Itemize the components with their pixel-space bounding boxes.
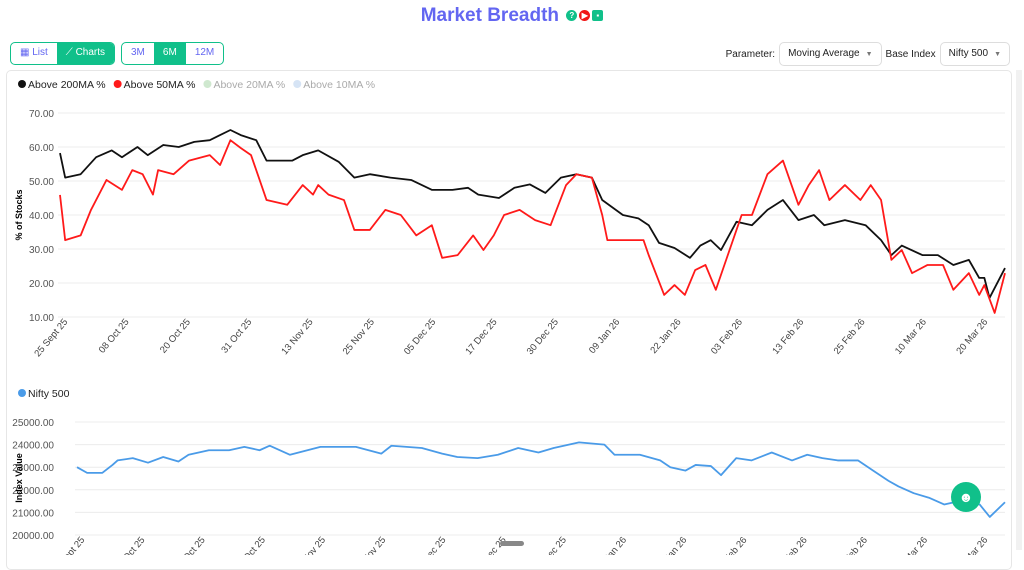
x-tick-label: 09 Jan 26: [587, 317, 622, 356]
base-index-select[interactable]: Nifty 500 ▼: [939, 42, 1010, 66]
x-tick-label: 20 Mar 26: [954, 317, 990, 357]
y-tick-label: 40.00: [29, 211, 54, 222]
charts-view-button[interactable]: ⟋ Charts: [56, 43, 115, 64]
resize-handle[interactable]: [500, 541, 524, 546]
legend-item[interactable]: Above 200MA %: [28, 79, 106, 91]
x-tick-label: 25 Nov 25: [352, 535, 388, 555]
range-3m-button[interactable]: 3M: [131, 47, 145, 58]
y-axis-label: % of Stocks: [14, 189, 24, 240]
y-tick-label: 20000.00: [12, 531, 54, 542]
base-index-label: Base Index: [885, 48, 936, 60]
parameter-value: Moving Average: [788, 48, 860, 59]
title-text: Market Breadth: [420, 5, 560, 26]
parameter-select[interactable]: Moving Average ▼: [779, 42, 882, 66]
y-tick-label: 70.00: [29, 109, 54, 120]
x-tick-label: 22 Jan 26: [654, 535, 689, 555]
parameter-label: Parameter:: [725, 48, 776, 60]
scrollbar[interactable]: [1016, 70, 1022, 550]
y-tick-label: 60.00: [29, 143, 54, 154]
legend-marker: [293, 80, 302, 88]
breadth-chart: 10.00 20.00 30.00 40.00 50.00 60.00 70.00 % of …: [12, 79, 1006, 555]
x-tick-label: 13 Nov 25: [292, 535, 328, 555]
page-title: Market Breadth ? ▶ ▪: [0, 5, 1024, 27]
y-tick-label: 22000.00: [12, 486, 54, 497]
range-6m-button[interactable]: 6M: [153, 43, 186, 64]
view-toggle: ▦ List ⟋ Charts: [10, 42, 116, 65]
x-tick-label: 13 Feb 26: [770, 317, 806, 357]
x-tick-label: 08 Oct 25: [113, 535, 148, 555]
legend-marker: [113, 80, 122, 88]
y-tick-label: 30.00: [29, 245, 54, 256]
legend-marker: [18, 80, 26, 88]
base-index-value: Nifty 500: [948, 48, 989, 59]
series-line-above-50ma-: [59, 139, 1006, 314]
x-tick-label: 30 Dec 25: [525, 317, 561, 357]
y-tick-label: 24000.00: [12, 441, 54, 452]
x-tick-label: 20 Oct 25: [158, 317, 193, 356]
y-tick-label: 25000.00: [12, 418, 54, 429]
x-tick-label: 10 Mar 26: [893, 317, 929, 357]
chart-line-icon: ⟋: [65, 47, 76, 58]
x-tick-label: 25 Sept 25: [49, 535, 87, 555]
x-tick-label: 13 Nov 25: [279, 317, 315, 357]
x-tick-label: 09 Jan 26: [594, 535, 629, 555]
x-tick-label: 20 Mar 26: [954, 535, 990, 555]
legend-item[interactable]: Nifty 500: [28, 388, 70, 400]
x-tick-label: 31 Oct 25: [233, 535, 268, 555]
y-tick-label: 23000.00: [12, 463, 54, 474]
x-tick-label: 03 Feb 26: [709, 317, 745, 357]
x-tick-label: 03 Feb 26: [714, 535, 750, 555]
chatbot-button[interactable]: ☻: [951, 482, 981, 512]
x-tick-label: 25 Nov 25: [341, 317, 377, 357]
x-tick-label: 08 Oct 25: [97, 317, 132, 356]
y-tick-label: 10.00: [29, 313, 54, 324]
y-tick-label: 50.00: [29, 177, 54, 188]
x-tick-label: 20 Oct 25: [173, 535, 208, 555]
x-tick-label: 17 Dec 25: [463, 317, 499, 357]
series-line-nifty-500: [76, 441, 1006, 518]
charts-label: Charts: [75, 47, 106, 58]
legend-item[interactable]: Above 10MA %: [303, 79, 375, 91]
youtube-icon[interactable]: ▶: [579, 10, 591, 22]
chevron-down-icon: ▼: [865, 51, 873, 58]
legend-item[interactable]: Above 50MA %: [124, 79, 196, 91]
x-tick-label: 22 Jan 26: [648, 317, 683, 356]
x-tick-label: 05 Dec 25: [412, 535, 448, 555]
x-tick-label: 13 Feb 26: [774, 535, 810, 555]
chat-icon[interactable]: ▪: [592, 10, 604, 22]
range-toggle: 3M 6M 12M: [121, 42, 225, 65]
help-icon[interactable]: ?: [566, 10, 578, 22]
list-label: List: [32, 47, 48, 58]
x-tick-label: 25 Feb 26: [834, 535, 870, 555]
legend-item[interactable]: Above 20MA %: [213, 79, 285, 91]
x-tick-label: 05 Dec 25: [402, 317, 438, 357]
y-tick-label: 20.00: [29, 279, 54, 290]
x-tick-label: 10 Mar 26: [894, 535, 930, 555]
legend-marker: [203, 80, 212, 88]
range-12m-button[interactable]: 12M: [194, 47, 215, 58]
y-tick-label: 21000.00: [12, 508, 54, 519]
legend-marker: [18, 389, 26, 397]
robot-icon: ☻: [958, 489, 974, 505]
x-tick-label: 25 Feb 26: [832, 317, 868, 357]
list-view-button[interactable]: ▦ List: [11, 43, 57, 64]
table-icon: ▦: [20, 47, 33, 58]
y-axis-label: Index Value: [14, 453, 24, 503]
chart-controls: Parameter: Moving Average ▼ Base Index Ni…: [726, 42, 1010, 66]
chevron-down-icon: ▼: [994, 51, 1001, 58]
series-line-above-200ma-: [59, 129, 1006, 299]
x-tick-label: 30 Dec 25: [533, 535, 569, 555]
x-tick-label: 31 Oct 25: [219, 317, 254, 356]
